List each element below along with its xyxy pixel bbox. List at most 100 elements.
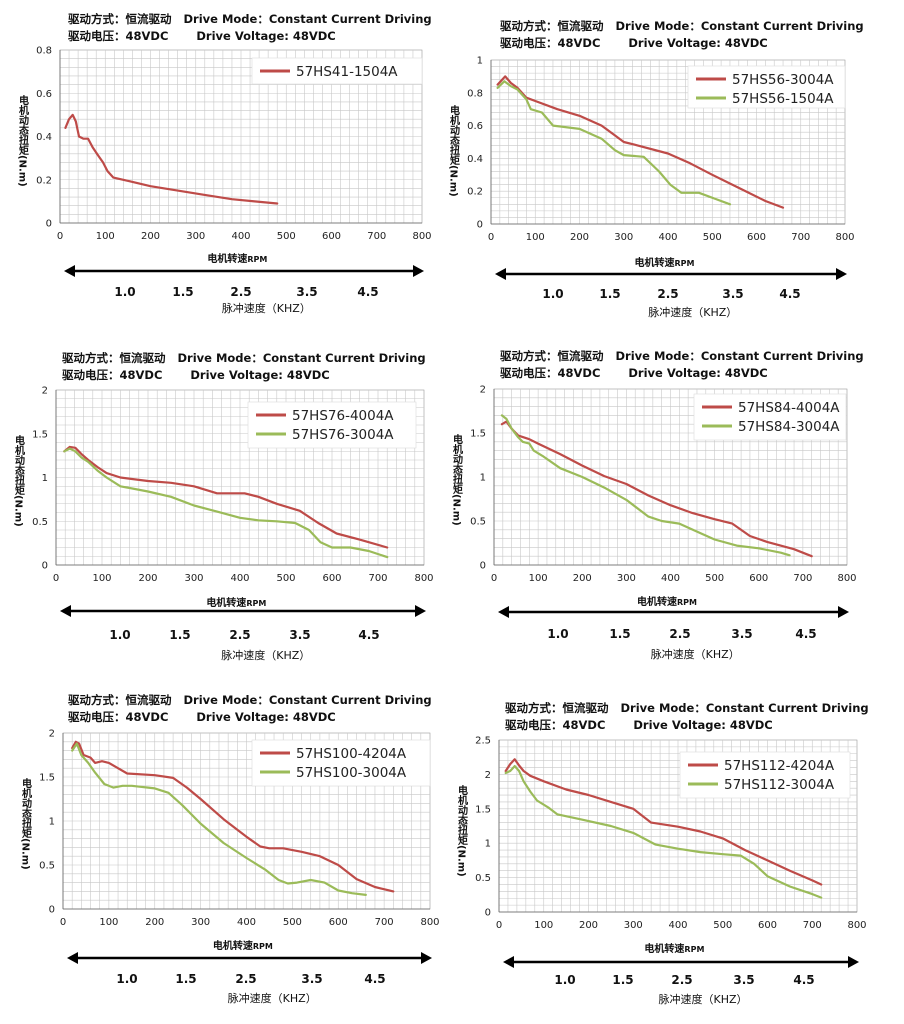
x-tick-label: 500 bbox=[276, 573, 295, 584]
legend-entry: 57HS112-3004A bbox=[724, 777, 835, 793]
x-tick-label: 100 bbox=[96, 231, 115, 242]
khz-tick-label: 3.5 bbox=[296, 285, 317, 299]
x-tick-label: 300 bbox=[191, 917, 210, 928]
x-axis-label: 电机转速RPM bbox=[213, 939, 273, 952]
y-axis-label: 电机动态扭矩(N.m) bbox=[13, 434, 25, 527]
x-tick-label: 300 bbox=[184, 573, 203, 584]
y-tick-label: 0 bbox=[477, 220, 483, 231]
y-axis-label: 电机动态扭矩(N.m) bbox=[456, 784, 468, 877]
x-axis-label-unit: RPM bbox=[247, 255, 267, 264]
drive-mode-cn-value: 恒流驱动 bbox=[120, 351, 166, 365]
x-tick-label: 400 bbox=[230, 573, 249, 584]
x-tick-label: 200 bbox=[145, 917, 164, 928]
x-tick-label: 800 bbox=[835, 232, 854, 243]
x-axis-label-unit: RPM bbox=[684, 945, 704, 954]
drive-mode-cn-label: 驱动方式： bbox=[68, 693, 126, 707]
y-tick-label: 0.8 bbox=[36, 46, 52, 57]
x-axis-label: 电机转速RPM bbox=[207, 252, 267, 265]
drive-voltage-en: Drive Voltage: 48VDC bbox=[196, 710, 335, 724]
y-tick-label: 1 bbox=[477, 56, 483, 67]
arrow-left-head bbox=[67, 952, 78, 964]
drive-mode-cn-value: 恒流驱动 bbox=[563, 701, 609, 715]
series-line-57HS56-1504A bbox=[496, 80, 732, 206]
khz-tick-label: 3.5 bbox=[289, 628, 310, 642]
y-tick-label: 0 bbox=[46, 219, 52, 230]
series-line-57HS112-4204A bbox=[504, 758, 823, 886]
y-axis-label: 电机动态扭矩(N.m) bbox=[448, 104, 460, 197]
x-tick-label: 600 bbox=[329, 917, 348, 928]
x-axis-label: 电机转速RPM bbox=[634, 256, 694, 269]
y-tick-label: 0.2 bbox=[467, 187, 483, 198]
drive-voltage-en: Drive Voltage: 48VDC bbox=[628, 36, 767, 50]
khz-tick-label: 3.5 bbox=[731, 627, 752, 641]
y-axis-label: 电机动态扭矩(N.m) bbox=[451, 433, 463, 526]
y-tick-label: 0.8 bbox=[467, 88, 483, 99]
khz-tick-label: 2.5 bbox=[657, 287, 678, 301]
drive-mode-en-value: Constant Current Driving bbox=[706, 701, 869, 715]
arrow-left-head bbox=[60, 605, 71, 617]
khz-tick-label: 1.5 bbox=[612, 973, 633, 987]
drive-mode-cn-label: 驱动方式： bbox=[505, 701, 563, 715]
chart-panel-6: 驱动方式：恒流驱动 Drive Mode：Constant Current Dri… bbox=[456, 701, 869, 1006]
khz-tick-label: 4.5 bbox=[358, 628, 379, 642]
x-axis-label-unit: RPM bbox=[253, 942, 273, 951]
khz-tick-label: 1.0 bbox=[554, 973, 575, 987]
y-tick-label: 0 bbox=[485, 908, 491, 919]
y-tick-label: 0 bbox=[480, 561, 486, 572]
x-tick-label: 800 bbox=[412, 231, 431, 242]
drive-mode-cn-value: 恒流驱动 bbox=[126, 693, 172, 707]
x-axis-label-unit: RPM bbox=[677, 598, 697, 607]
arrow-left-head bbox=[503, 956, 514, 968]
drive-voltage-cn-label: 驱动电压： bbox=[500, 36, 558, 50]
khz-tick-label: 4.5 bbox=[779, 287, 800, 301]
drive-voltage-cn-label: 驱动电压： bbox=[62, 368, 120, 382]
drive-voltage-value: 48VDC bbox=[563, 718, 606, 732]
khz-tick-label: 1.0 bbox=[542, 287, 563, 301]
y-tick-label: 1 bbox=[485, 839, 491, 850]
khz-tick-label: 1.0 bbox=[547, 627, 568, 641]
khz-tick-label: 4.5 bbox=[793, 973, 814, 987]
series-line-57HS84-3004A bbox=[500, 414, 791, 557]
drive-voltage-cn-label: 驱动电压： bbox=[68, 29, 126, 43]
y-tick-label: 2 bbox=[49, 729, 55, 740]
khz-caption: 脉冲速度（KHZ） bbox=[659, 992, 748, 1006]
x-tick-label: 500 bbox=[283, 917, 302, 928]
drive-mode-en-label: Drive Mode： bbox=[616, 349, 701, 363]
y-tick-label: 0.5 bbox=[470, 517, 486, 528]
y-axis-label: 电机动态扭矩(N.m) bbox=[17, 94, 29, 187]
x-tick-label: 700 bbox=[791, 232, 810, 243]
y-tick-label: 0.5 bbox=[32, 517, 48, 528]
drive-mode-en-value: Constant Current Driving bbox=[269, 12, 432, 26]
x-tick-label: 200 bbox=[570, 232, 589, 243]
drive-voltage-value: 48VDC bbox=[126, 29, 169, 43]
drive-mode-line: 驱动方式：恒流驱动 Drive Mode：Constant Current Dri… bbox=[68, 12, 432, 26]
drive-mode-en-label: Drive Mode： bbox=[616, 19, 701, 33]
y-tick-label: 2 bbox=[480, 385, 486, 396]
y-tick-label: 1 bbox=[42, 473, 48, 484]
y-tick-label: 0.4 bbox=[36, 132, 52, 143]
khz-tick-label: 2.5 bbox=[229, 628, 250, 642]
x-axis-label: 电机转速RPM bbox=[644, 942, 704, 955]
x-tick-label: 100 bbox=[99, 917, 118, 928]
drive-voltage-value: 48VDC bbox=[126, 710, 169, 724]
khz-tick-label: 1.0 bbox=[109, 628, 130, 642]
drive-mode-cn-label: 驱动方式： bbox=[500, 349, 558, 363]
drive-voltage-cn-label: 驱动电压： bbox=[505, 718, 563, 732]
x-tick-label: 600 bbox=[749, 573, 768, 584]
khz-tick-label: 1.0 bbox=[114, 285, 135, 299]
x-tick-label: 600 bbox=[322, 573, 341, 584]
drive-voltage-line: 驱动电压：48VDC Drive Voltage: 48VDC bbox=[500, 366, 768, 380]
drive-mode-line: 驱动方式：恒流驱动 Drive Mode：Constant Current Dri… bbox=[68, 693, 432, 707]
drive-voltage-en: Drive Voltage: 48VDC bbox=[190, 368, 329, 382]
drive-voltage-en: Drive Voltage: 48VDC bbox=[633, 718, 772, 732]
y-tick-label: 1 bbox=[480, 473, 486, 484]
x-tick-label: 200 bbox=[573, 573, 592, 584]
x-tick-label: 300 bbox=[614, 232, 633, 243]
x-tick-label: 400 bbox=[231, 231, 250, 242]
arrow-right-head bbox=[836, 268, 847, 280]
drive-voltage-cn-label: 驱动电压： bbox=[500, 366, 558, 380]
x-tick-label: 800 bbox=[414, 573, 433, 584]
x-tick-label: 600 bbox=[322, 231, 341, 242]
drive-mode-cn-label: 驱动方式： bbox=[500, 19, 558, 33]
